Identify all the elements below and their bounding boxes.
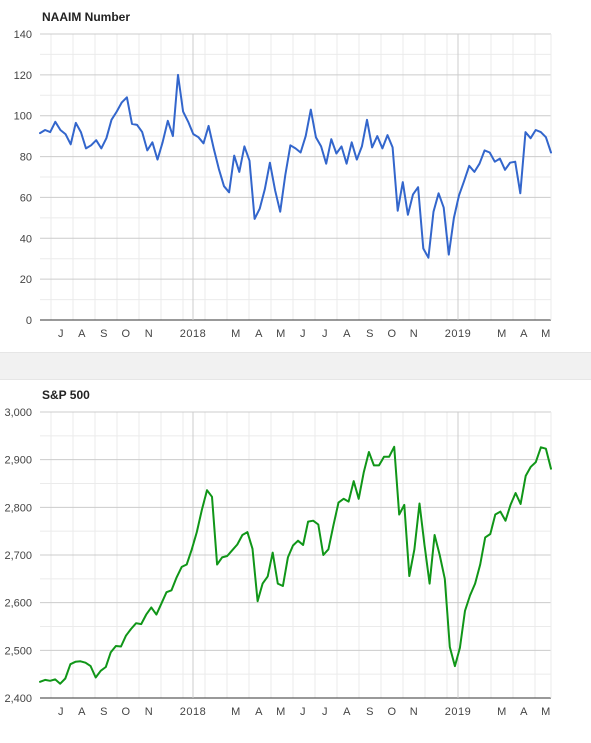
sp500-x-tick-label: J xyxy=(300,706,306,718)
naaim-y-tick-label: 60 xyxy=(20,192,32,204)
naaim-x-tick-label: J xyxy=(322,328,328,340)
naaim-chart: NAAIM Number 0 20 40 60 80 100 120 140 J A S O N 2018 M… xyxy=(14,10,552,340)
naaim-x-tick-label: N xyxy=(145,328,153,340)
naaim-title: NAAIM Number xyxy=(42,10,130,24)
naaim-gridlines xyxy=(40,33,552,321)
naaim-y-tick-label: 0 xyxy=(26,315,32,327)
sp500-x-tick-label: M xyxy=(231,706,241,718)
naaim-x-tick-label: A xyxy=(78,328,86,340)
sp500-x-tick-label: M xyxy=(497,706,507,718)
sp500-x-tick-label: 2018 xyxy=(180,706,206,718)
naaim-x-tick-label: O xyxy=(387,328,396,340)
naaim-y-tick-label: 120 xyxy=(14,70,32,82)
sp500-chart-panel: S&P 500 2,400 2,500 2,600 2,700 2,800 2,900 3,0… xyxy=(0,380,591,743)
sp500-x-tick-label: 2019 xyxy=(445,706,471,718)
naaim-x-tick-label: M xyxy=(497,328,507,340)
naaim-y-tick-label: 140 xyxy=(14,29,32,41)
naaim-x-tick-label: A xyxy=(520,328,528,340)
naaim-x-tick-label: O xyxy=(121,328,130,340)
sp500-title: S&P 500 xyxy=(42,388,90,402)
naaim-x-tick-label: S xyxy=(100,328,108,340)
sp500-x-tick-label: O xyxy=(387,706,396,718)
sp500-x-tick-label: S xyxy=(366,706,374,718)
naaim-series-line xyxy=(39,73,552,259)
sp500-y-tick-label: 2,600 xyxy=(4,598,32,610)
sp500-x-tick-label: M xyxy=(541,706,551,718)
naaim-x-tick-label: N xyxy=(410,328,418,340)
sp500-y-tick-label: 2,700 xyxy=(4,550,32,562)
sp500-x-tick-label: O xyxy=(121,706,130,718)
sp500-y-tick-label: 2,900 xyxy=(4,455,32,467)
naaim-x-tick-label: M xyxy=(231,328,241,340)
naaim-y-tick-label: 20 xyxy=(20,274,32,286)
sp500-x-tick-label: N xyxy=(410,706,418,718)
sp500-x-tick-label: A xyxy=(78,706,86,718)
sp500-y-tick-label: 3,000 xyxy=(4,407,32,419)
sp500-series-line xyxy=(39,445,552,685)
sp500-y-tick-label: 2,400 xyxy=(4,693,32,705)
sp500-x-tick-label: M xyxy=(276,706,286,718)
naaim-x-tick-label: M xyxy=(276,328,286,340)
sp500-x-tick-label: A xyxy=(343,706,351,718)
naaim-x-tick-label: 2019 xyxy=(445,328,471,340)
sp500-x-tick-label: N xyxy=(145,706,153,718)
naaim-chart-panel: NAAIM Number 0 20 40 60 80 100 120 140 J A S O N 2018 M… xyxy=(0,0,591,352)
naaim-x-tick-label: S xyxy=(366,328,374,340)
naaim-y-tick-label: 80 xyxy=(20,152,32,164)
naaim-x-tick-label: M xyxy=(541,328,551,340)
sp500-x-tick-label: J xyxy=(322,706,328,718)
sp500-x-tick-label: J xyxy=(58,706,64,718)
sp500-y-tick-label: 2,500 xyxy=(4,645,32,657)
sp500-gridlines xyxy=(40,411,552,699)
sp500-x-tick-label: A xyxy=(520,706,528,718)
sp500-chart: S&P 500 2,400 2,500 2,600 2,700 2,800 2,900 3,0… xyxy=(4,388,552,718)
sp500-x-tick-label: A xyxy=(255,706,263,718)
naaim-y-tick-label: 100 xyxy=(14,111,32,123)
naaim-x-tick-label: A xyxy=(343,328,351,340)
naaim-y-tick-label: 40 xyxy=(20,233,32,245)
naaim-x-tick-label: 2018 xyxy=(180,328,206,340)
sp500-y-tick-label: 2,800 xyxy=(4,502,32,514)
naaim-x-tick-label: A xyxy=(255,328,263,340)
naaim-x-tick-label: J xyxy=(58,328,64,340)
sp500-x-tick-label: S xyxy=(100,706,108,718)
panel-divider xyxy=(0,352,591,380)
naaim-x-tick-label: J xyxy=(300,328,306,340)
